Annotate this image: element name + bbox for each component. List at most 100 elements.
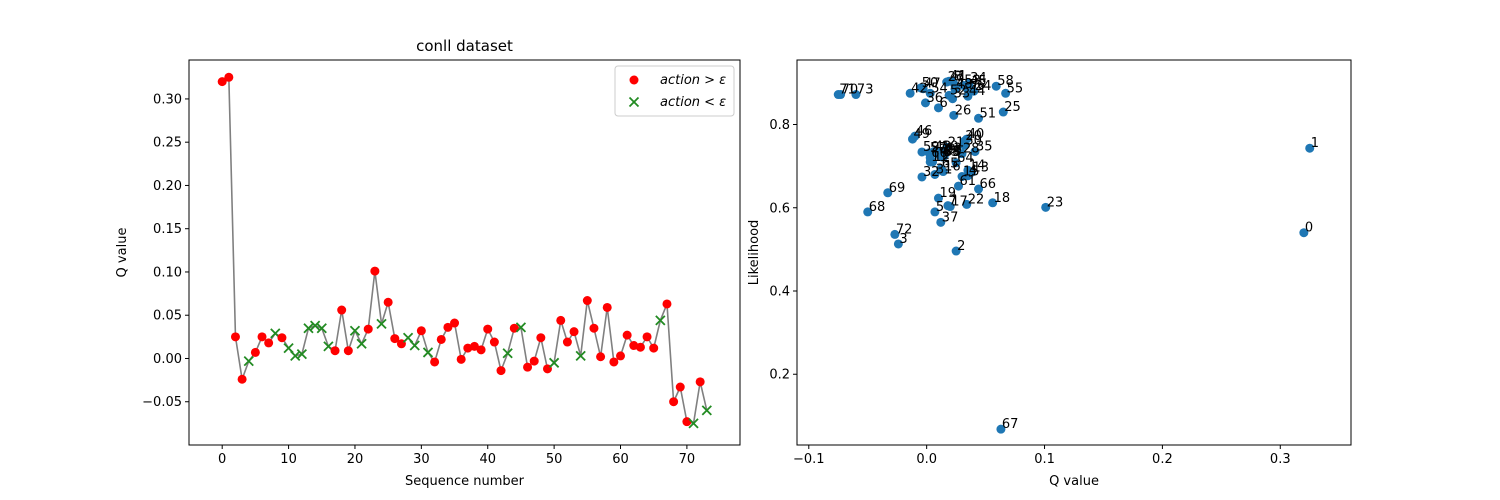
- left-point-below: [548, 357, 560, 368]
- left-point-above: [582, 296, 592, 306]
- right-point-label: 32: [923, 165, 940, 180]
- right-point: [957, 149, 967, 159]
- left-point-above: [469, 341, 479, 351]
- right-point-label: 46: [916, 124, 933, 139]
- right-point-label: 64: [957, 151, 974, 166]
- right-x-axis-label: Q value: [1049, 474, 1099, 489]
- right-y-tick-label: 0.8: [769, 118, 790, 133]
- left-y-tick-label: 0.25: [153, 136, 182, 151]
- right-point-label: 17: [951, 195, 968, 210]
- left-point-below: [296, 349, 307, 360]
- right-point: [908, 134, 918, 144]
- right-point-label: 53: [964, 73, 981, 88]
- right-point-label: 72: [896, 222, 913, 237]
- right-point: [963, 91, 973, 101]
- right-point: [833, 90, 843, 100]
- left-x-tick-label: 40: [479, 452, 496, 467]
- left-point-above: [489, 337, 499, 347]
- right-point-label: 43: [935, 140, 952, 155]
- right-point-label: 29: [945, 144, 962, 159]
- right-point-label: 24: [975, 79, 992, 94]
- right-point: [1299, 228, 1309, 238]
- right-point: [916, 83, 926, 93]
- left-point-above: [370, 266, 380, 276]
- right-point-label: 20: [965, 129, 982, 144]
- left-x-tick-label: 10: [280, 452, 297, 467]
- left-point-above: [622, 330, 632, 340]
- right-point: [925, 88, 935, 98]
- right-point: [1305, 143, 1315, 153]
- right-point-label: 65: [942, 157, 959, 172]
- right-point: [991, 81, 1001, 91]
- left-point-above: [224, 72, 234, 82]
- right-point: [953, 181, 963, 191]
- right-point-label: 67: [1002, 417, 1019, 432]
- right-point: [936, 217, 946, 227]
- right-point-label: 66: [980, 177, 997, 192]
- right-point-label: 21: [948, 135, 965, 150]
- right-x-tick-label: −0.1: [793, 452, 825, 467]
- right-point-label: 13: [972, 160, 989, 175]
- left-point-above: [609, 357, 619, 367]
- right-point: [998, 107, 1008, 117]
- right-x-tick-label: 0.0: [916, 452, 937, 467]
- left-point-above: [662, 299, 672, 309]
- left-point-above: [596, 352, 606, 362]
- right-point-label: 60: [931, 146, 948, 161]
- left-point-above: [337, 305, 347, 315]
- right-point-label: 56: [969, 78, 986, 93]
- right-point-label: 38: [944, 145, 961, 160]
- right-point-label: 36: [926, 91, 943, 106]
- right-point-label: 10: [942, 140, 959, 155]
- left-point-above: [250, 347, 260, 357]
- right-point: [962, 199, 972, 209]
- left-x-tick-label: 0: [218, 452, 226, 467]
- right-point-label: 42: [911, 81, 928, 96]
- right-point: [957, 172, 967, 182]
- right-point-label: 22: [968, 192, 985, 207]
- left-point-above: [602, 302, 612, 312]
- right-point-layer: [833, 76, 1315, 434]
- left-point-below: [422, 347, 434, 358]
- left-point-below: [243, 355, 254, 367]
- legend-label-above: action > ε: [660, 73, 726, 88]
- right-point-label: 14: [969, 158, 986, 173]
- left-point-below: [356, 338, 367, 349]
- left-point-above: [556, 315, 566, 325]
- right-point: [920, 98, 930, 108]
- right-point-label: 37: [942, 210, 959, 225]
- right-point-label: 44: [969, 84, 986, 99]
- left-point-below: [655, 315, 666, 326]
- left-point-above: [230, 332, 240, 342]
- right-point: [883, 188, 893, 198]
- left-point-above: [456, 354, 466, 364]
- left-point-above: [695, 377, 705, 387]
- right-y-tick-label: 0.2: [769, 368, 790, 383]
- left-point-above: [569, 327, 579, 337]
- left-point-above: [523, 362, 533, 372]
- left-y-tick-label: −0.05: [142, 395, 182, 410]
- left-point-above: [237, 374, 247, 384]
- right-point: [970, 147, 980, 157]
- right-chart: −0.1 0.0 0.1 0.2 0.30.20.40.60.8 01234567891…: [747, 59, 1352, 489]
- right-point-label: 63: [943, 145, 960, 160]
- right-point-label: 11: [931, 150, 948, 165]
- right-point: [930, 207, 940, 217]
- left-x-tick-label: 70: [679, 452, 696, 467]
- right-point-label: 70: [842, 83, 859, 98]
- right-point-label: 61: [959, 174, 976, 189]
- left-point-above: [483, 324, 493, 334]
- right-point: [950, 84, 960, 94]
- left-point-above: [589, 323, 599, 333]
- left-point-below: [309, 320, 321, 331]
- left-point-above: [509, 323, 519, 333]
- right-point: [951, 158, 961, 168]
- left-y-axis-label: Q value: [115, 228, 130, 278]
- left-point-above: [264, 338, 274, 348]
- left-point-below: [502, 348, 513, 359]
- left-point-above: [343, 346, 353, 356]
- right-point-label: 34: [970, 71, 987, 86]
- left-plot-frame: [188, 59, 741, 446]
- right-point-label: 18: [994, 191, 1011, 206]
